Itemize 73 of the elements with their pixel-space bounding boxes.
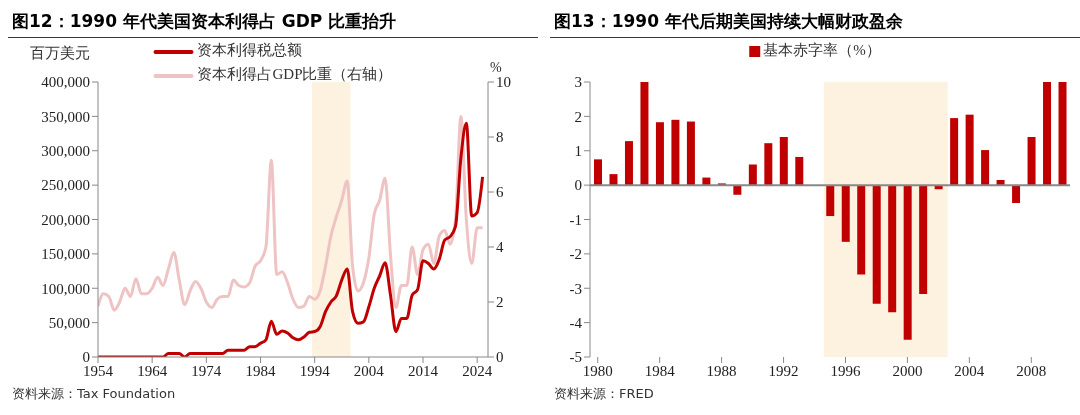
- x-tick-label: 2000: [892, 362, 923, 379]
- bar: [888, 185, 897, 313]
- bar: [686, 121, 695, 186]
- y2-tick-label: 4: [496, 239, 504, 256]
- line-series: [98, 114, 485, 312]
- x-tick-label: 1984: [644, 362, 676, 379]
- bar: [609, 174, 618, 186]
- y-tick-label: 250,000: [41, 177, 90, 194]
- bar: [919, 185, 928, 295]
- y-tick-label: 0: [574, 177, 582, 194]
- y2-axis-title: %: [490, 60, 502, 76]
- y-tick-label: 400,000: [41, 74, 90, 91]
- x-tick-label: 1992: [768, 362, 799, 379]
- bar: [795, 156, 804, 186]
- y-tick-label: 50,000: [48, 314, 90, 331]
- y2-tick-label: 0: [496, 349, 504, 366]
- x-tick-label: 2024: [462, 362, 493, 379]
- bar: [872, 185, 881, 304]
- bar: [1058, 82, 1067, 186]
- x-tick-label: 1984: [245, 362, 276, 379]
- y-tick-label: 2: [574, 108, 582, 125]
- bar: [857, 185, 866, 275]
- x-tick-label: 2004: [353, 362, 385, 379]
- legend-label: 资本利得税总额: [197, 42, 303, 58]
- y-tick-label: 1: [574, 143, 582, 160]
- y-tick-label: -1: [569, 211, 582, 228]
- text: 资料来源：FRED: [553, 385, 655, 403]
- bar: [965, 114, 974, 186]
- bar: [594, 159, 602, 186]
- x-tick-label: 2004: [954, 362, 985, 379]
- y2-tick-label: 6: [496, 184, 504, 201]
- y-tick-label: 100,000: [41, 280, 90, 297]
- y-tick-label: 3: [574, 74, 582, 91]
- bar: [671, 119, 680, 186]
- y2-tick-label: 8: [496, 129, 504, 146]
- bar: [826, 185, 835, 217]
- chart-title: 图13：1990 年代后期美国持续大幅财政盈余: [550, 8, 1080, 38]
- bar: [624, 141, 633, 186]
- bar: [764, 143, 773, 186]
- bar: [981, 150, 990, 186]
- bar: [1012, 185, 1021, 203]
- x-tick-label: 1988: [706, 362, 737, 379]
- x-tick-label: 1980: [582, 362, 613, 379]
- bar: [841, 185, 850, 242]
- chart-title: 图12：1990 年代美国资本利得占 GDP 比重抬升: [8, 8, 538, 38]
- y-tick-label: -4: [569, 314, 583, 331]
- bar: [655, 122, 664, 186]
- legend-label: 资本利得占GDP比重（右轴）: [197, 66, 393, 82]
- bar: [748, 164, 757, 186]
- bar: [640, 82, 649, 186]
- bar: [903, 185, 912, 340]
- x-tick-label: 1996: [830, 362, 861, 379]
- y-tick-label: -5: [569, 349, 582, 366]
- bar: [779, 137, 788, 186]
- text: 资料来源：Tax Foundation: [11, 385, 177, 403]
- x-tick-label: 2014: [408, 362, 439, 379]
- bar: [1027, 137, 1036, 186]
- y-tick-label: -2: [569, 246, 582, 263]
- y-tick-label: 200,000: [41, 211, 90, 228]
- x-tick-label: 1974: [191, 362, 222, 379]
- bar: [950, 118, 959, 186]
- x-tick-label: 1964: [137, 362, 168, 379]
- x-tick-label: 1994: [299, 362, 331, 379]
- y2-tick-label: 10: [496, 74, 511, 91]
- y-tick-label: 350,000: [41, 108, 90, 125]
- y-axis-title: 百万美元: [30, 44, 90, 63]
- y-tick-label: 300,000: [41, 143, 90, 160]
- y-tick-label: -3: [569, 280, 582, 297]
- legend-label: 基本赤字率（%）: [763, 42, 881, 58]
- y2-tick-label: 2: [496, 294, 504, 311]
- x-tick-label: 2008: [1016, 362, 1047, 379]
- y-tick-label: 150,000: [41, 246, 90, 263]
- bar: [1043, 82, 1052, 186]
